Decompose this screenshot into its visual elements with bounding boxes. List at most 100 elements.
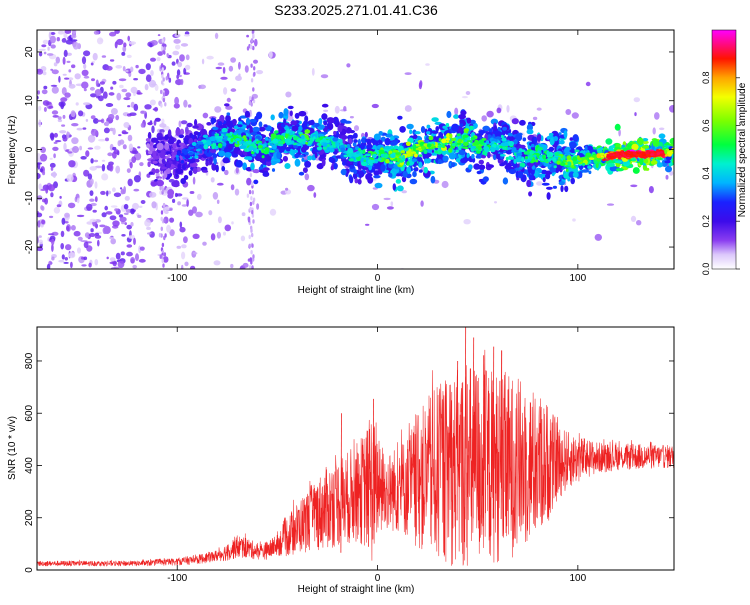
- spectrogram-noise-blob: [68, 69, 72, 73]
- spectrogram-noise-blob: [70, 261, 73, 269]
- spectrogram-core-blob: [467, 140, 471, 143]
- spectrogram-noise-blob: [124, 195, 130, 201]
- spectrogram-ridge-blob: [448, 152, 456, 160]
- spectrogram-noise-blob: [38, 239, 44, 245]
- spectrogram-ridge-blob: [426, 131, 431, 135]
- spectrogram-noise-blob: [81, 264, 87, 267]
- spectrogram-noise-blob: [115, 65, 123, 69]
- spectrogram-noise-blob: [59, 195, 62, 199]
- spectrogram-noise-blob: [320, 74, 329, 79]
- spectrogram-ridge-blob: [527, 166, 532, 175]
- spectrogram-noise-blob: [210, 233, 216, 241]
- spectrogram-noise-blob: [83, 88, 87, 92]
- spectrogram-core-blob: [511, 147, 517, 152]
- spectrogram-ridge-blob: [161, 158, 166, 164]
- spectrogram-streak-blob: [163, 252, 167, 257]
- spectrogram-core-blob: [301, 140, 306, 145]
- spectrogram-core-blob: [205, 140, 211, 146]
- spectrogram-noise-blob: [202, 112, 209, 119]
- spectrogram-noise-blob: [123, 203, 129, 210]
- spectrogram-noise-blob: [59, 130, 67, 134]
- spectrogram-core-blob: [519, 162, 526, 168]
- spectrogram-noise-blob: [174, 33, 181, 38]
- spectrogram-noise-blob: [71, 64, 76, 69]
- spectrogram-streak-blob: [164, 233, 167, 238]
- spectrogram-core-blob: [438, 137, 442, 142]
- spectrogram-core-blob: [325, 140, 330, 144]
- spectrogram-streak-blob: [161, 258, 164, 264]
- spectrogram-ridge-blob: [599, 146, 604, 151]
- spectrogram-ridge-blob: [164, 143, 170, 150]
- spectrogram-core-blob: [191, 142, 197, 146]
- spectrogram-ridge-blob: [316, 163, 324, 170]
- spectrogram-noise-blob: [82, 127, 87, 130]
- spectrogram-noise-blob: [216, 182, 224, 186]
- spectrogram-ridge-blob: [442, 155, 449, 162]
- spectrogram-ridge-blob: [205, 152, 213, 157]
- spectrogram-noise-blob: [112, 260, 117, 267]
- spectrogram-ridge-blob: [168, 136, 175, 145]
- spectrogram-noise-blob: [93, 118, 99, 124]
- colorbar-ticks: 0.0 0.2 0.4 0.6 0.8: [701, 72, 740, 276]
- spectrogram-noise-blob: [285, 187, 289, 191]
- spectrogram-ridge-blob: [450, 162, 456, 168]
- spectrogram-ridge-blob: [388, 172, 393, 178]
- spectrogram-streak-blob: [250, 102, 253, 107]
- spectrogram-streak-blob: [159, 254, 162, 259]
- spectrogram-core-blob: [296, 143, 303, 147]
- spectrogram-ridge-blob: [145, 138, 151, 142]
- spectrogram-ridge-blob: [453, 114, 460, 119]
- spectrogram-noise-blob: [139, 162, 144, 167]
- spectrogram-ridge-blob: [291, 125, 299, 132]
- spectrogram-ridge-blob: [413, 167, 419, 172]
- spectrogram-core-blob: [309, 137, 313, 143]
- spectrogram-ridge-blob: [148, 150, 153, 155]
- spectrogram-noise-blob: [175, 44, 181, 50]
- spectrogram-noise-blob: [62, 136, 68, 142]
- spectrogram-noise-blob: [112, 127, 116, 135]
- spectrogram-noise-blob: [83, 102, 91, 106]
- spectrogram-core-blob: [406, 161, 410, 166]
- spectrogram-noise-blob: [61, 38, 67, 43]
- spectrogram-noise-blob: [168, 77, 172, 83]
- spectrogram-ridge-blob: [609, 166, 618, 172]
- spectrogram-noise-blob: [383, 197, 391, 201]
- spectrogram-noise-blob: [127, 105, 131, 108]
- spectrogram-noise-blob: [173, 103, 180, 109]
- spectrogram-streak-blob: [161, 67, 164, 72]
- spectrogram-ridge-blob: [281, 123, 286, 128]
- spectrogram-core-blob: [347, 149, 354, 154]
- spectrogram-ridge-blob: [307, 155, 313, 161]
- spectrogram-ridge-blob: [349, 164, 355, 169]
- spectrogram-noise-blob: [105, 137, 109, 142]
- spectrogram-ridge-blob: [451, 123, 459, 132]
- spectrogram-core-blob: [240, 145, 247, 149]
- spectrogram-noise-blob: [225, 105, 233, 110]
- spectrogram-peak-blob: [633, 152, 637, 155]
- spectrogram-noise-blob: [40, 188, 47, 191]
- spectrogram-core-blob: [217, 142, 223, 149]
- spectrogram-ridge-blob: [373, 133, 381, 141]
- spectrogram-noise-blob: [52, 171, 57, 178]
- chart-title: S233.2025.271.01.41.C36: [274, 2, 438, 18]
- spectrogram-noise-blob: [565, 109, 572, 115]
- snr-y-tick-label: 0: [24, 567, 35, 573]
- spectrogram-ridge-blob: [572, 171, 579, 178]
- spectrogram-ridge-blob: [424, 157, 432, 164]
- spectrogram-ridge-blob: [226, 112, 231, 116]
- spectrogram-core-blob: [484, 151, 488, 156]
- spectrogram-noise-blob: [135, 253, 139, 261]
- spectrogram-noise-blob: [125, 92, 132, 98]
- spectrogram-ridge-blob: [504, 164, 511, 170]
- spectrogram-core-blob: [212, 142, 217, 147]
- spectrogram-noise-blob: [195, 211, 203, 218]
- spectrogram-noise-blob: [189, 191, 195, 194]
- colorbar-tick-label: 0.0: [701, 263, 711, 276]
- spectrogram-core-blob: [261, 148, 264, 154]
- spectrogram-core-blob: [318, 143, 322, 147]
- spectrogram-noise-blob: [37, 172, 41, 180]
- spectrogram-noise-blob: [50, 68, 54, 71]
- spectrogram-core-blob: [403, 148, 409, 151]
